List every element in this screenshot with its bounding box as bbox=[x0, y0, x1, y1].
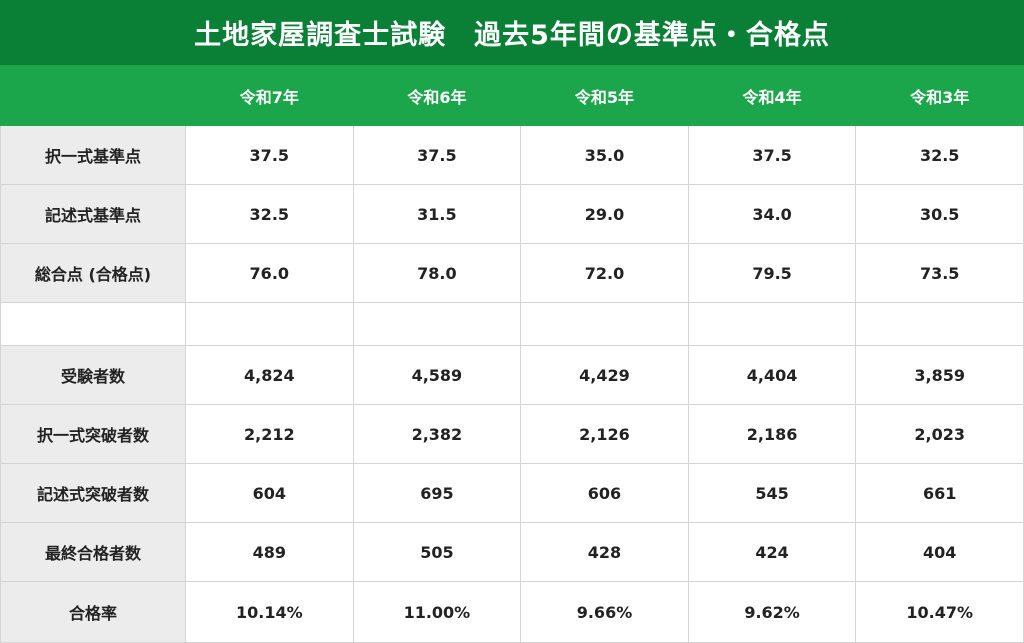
table-cell: 404 bbox=[855, 522, 1024, 582]
row-label: 受験者数 bbox=[0, 345, 186, 405]
table-cell: 72.0 bbox=[520, 243, 689, 303]
score-table: 令和7年 令和6年 令和5年 令和4年 令和3年 択一式基準点 37.5 37.5 35.0 3… bbox=[0, 65, 1024, 643]
row-label: 合格率 bbox=[0, 581, 186, 643]
table-cell: 11.00% bbox=[352, 581, 522, 643]
table-cell: 37.5 bbox=[185, 125, 354, 185]
table-cell: 34.0 bbox=[687, 184, 857, 244]
table-row: 択一式基準点 37.5 37.5 35.0 37.5 32.5 bbox=[0, 125, 1024, 185]
table-cell: 32.5 bbox=[855, 125, 1024, 185]
spacer-cell bbox=[0, 302, 186, 346]
table-cell: 2,186 bbox=[687, 404, 857, 464]
header-corner bbox=[0, 65, 186, 126]
table-cell: 29.0 bbox=[520, 184, 689, 244]
table-cell: 79.5 bbox=[687, 243, 857, 303]
spacer-row bbox=[0, 302, 1024, 346]
column-header: 令和6年 bbox=[352, 65, 522, 126]
table-cell: 604 bbox=[185, 463, 354, 523]
table-row: 総合点 (合格点) 76.0 78.0 72.0 79.5 73.5 bbox=[0, 243, 1024, 303]
row-label: 記述式突破者数 bbox=[0, 463, 186, 523]
row-label: 記述式基準点 bbox=[0, 184, 186, 244]
table-cell: 10.14% bbox=[185, 581, 354, 643]
table-cell: 2,023 bbox=[855, 404, 1024, 464]
table-cell: 3,859 bbox=[855, 345, 1024, 405]
table-cell: 78.0 bbox=[352, 243, 522, 303]
table-cell: 424 bbox=[687, 522, 857, 582]
table-title: 土地家屋調査士試験 過去5年間の基準点・合格点 bbox=[0, 0, 1024, 65]
header-row: 令和7年 令和6年 令和5年 令和4年 令和3年 bbox=[0, 65, 1024, 126]
table-cell: 30.5 bbox=[855, 184, 1024, 244]
column-header: 令和4年 bbox=[687, 65, 857, 126]
table-cell: 695 bbox=[352, 463, 522, 523]
table-cell: 31.5 bbox=[352, 184, 522, 244]
table-cell: 9.66% bbox=[520, 581, 689, 643]
table-cell: 4,404 bbox=[687, 345, 857, 405]
table-row: 記述式突破者数 604 695 606 545 661 bbox=[0, 463, 1024, 523]
spacer-cell bbox=[185, 302, 354, 346]
row-label: 最終合格者数 bbox=[0, 522, 186, 582]
table-cell: 37.5 bbox=[352, 125, 522, 185]
table-cell: 35.0 bbox=[520, 125, 689, 185]
spacer-cell bbox=[520, 302, 689, 346]
table-cell: 2,382 bbox=[352, 404, 522, 464]
table-row: 受験者数 4,824 4,589 4,429 4,404 3,859 bbox=[0, 345, 1024, 405]
column-header: 令和3年 bbox=[855, 65, 1024, 126]
table-cell: 489 bbox=[185, 522, 354, 582]
row-label: 総合点 (合格点) bbox=[0, 243, 186, 303]
table-cell: 428 bbox=[520, 522, 689, 582]
table-cell: 545 bbox=[687, 463, 857, 523]
table-cell: 2,126 bbox=[520, 404, 689, 464]
table-cell: 4,429 bbox=[520, 345, 689, 405]
spacer-cell bbox=[687, 302, 857, 346]
table-cell: 32.5 bbox=[185, 184, 354, 244]
table-row: 択一式突破者数 2,212 2,382 2,126 2,186 2,023 bbox=[0, 404, 1024, 464]
table-row: 最終合格者数 489 505 428 424 404 bbox=[0, 522, 1024, 582]
column-header: 令和5年 bbox=[520, 65, 689, 126]
table-row: 合格率 10.14% 11.00% 9.66% 9.62% 10.47% bbox=[0, 581, 1024, 643]
table-cell: 606 bbox=[520, 463, 689, 523]
row-label: 択一式基準点 bbox=[0, 125, 186, 185]
table-cell: 4,589 bbox=[352, 345, 522, 405]
table-cell: 661 bbox=[855, 463, 1024, 523]
table-cell: 73.5 bbox=[855, 243, 1024, 303]
table-cell: 76.0 bbox=[185, 243, 354, 303]
column-header: 令和7年 bbox=[185, 65, 354, 126]
table-cell: 37.5 bbox=[687, 125, 857, 185]
row-label: 択一式突破者数 bbox=[0, 404, 186, 464]
table-cell: 505 bbox=[352, 522, 522, 582]
table-cell: 10.47% bbox=[855, 581, 1024, 643]
table-cell: 4,824 bbox=[185, 345, 354, 405]
spacer-cell bbox=[352, 302, 522, 346]
table-cell: 2,212 bbox=[185, 404, 354, 464]
table-cell: 9.62% bbox=[687, 581, 857, 643]
table-row: 記述式基準点 32.5 31.5 29.0 34.0 30.5 bbox=[0, 184, 1024, 244]
spacer-cell bbox=[855, 302, 1024, 346]
